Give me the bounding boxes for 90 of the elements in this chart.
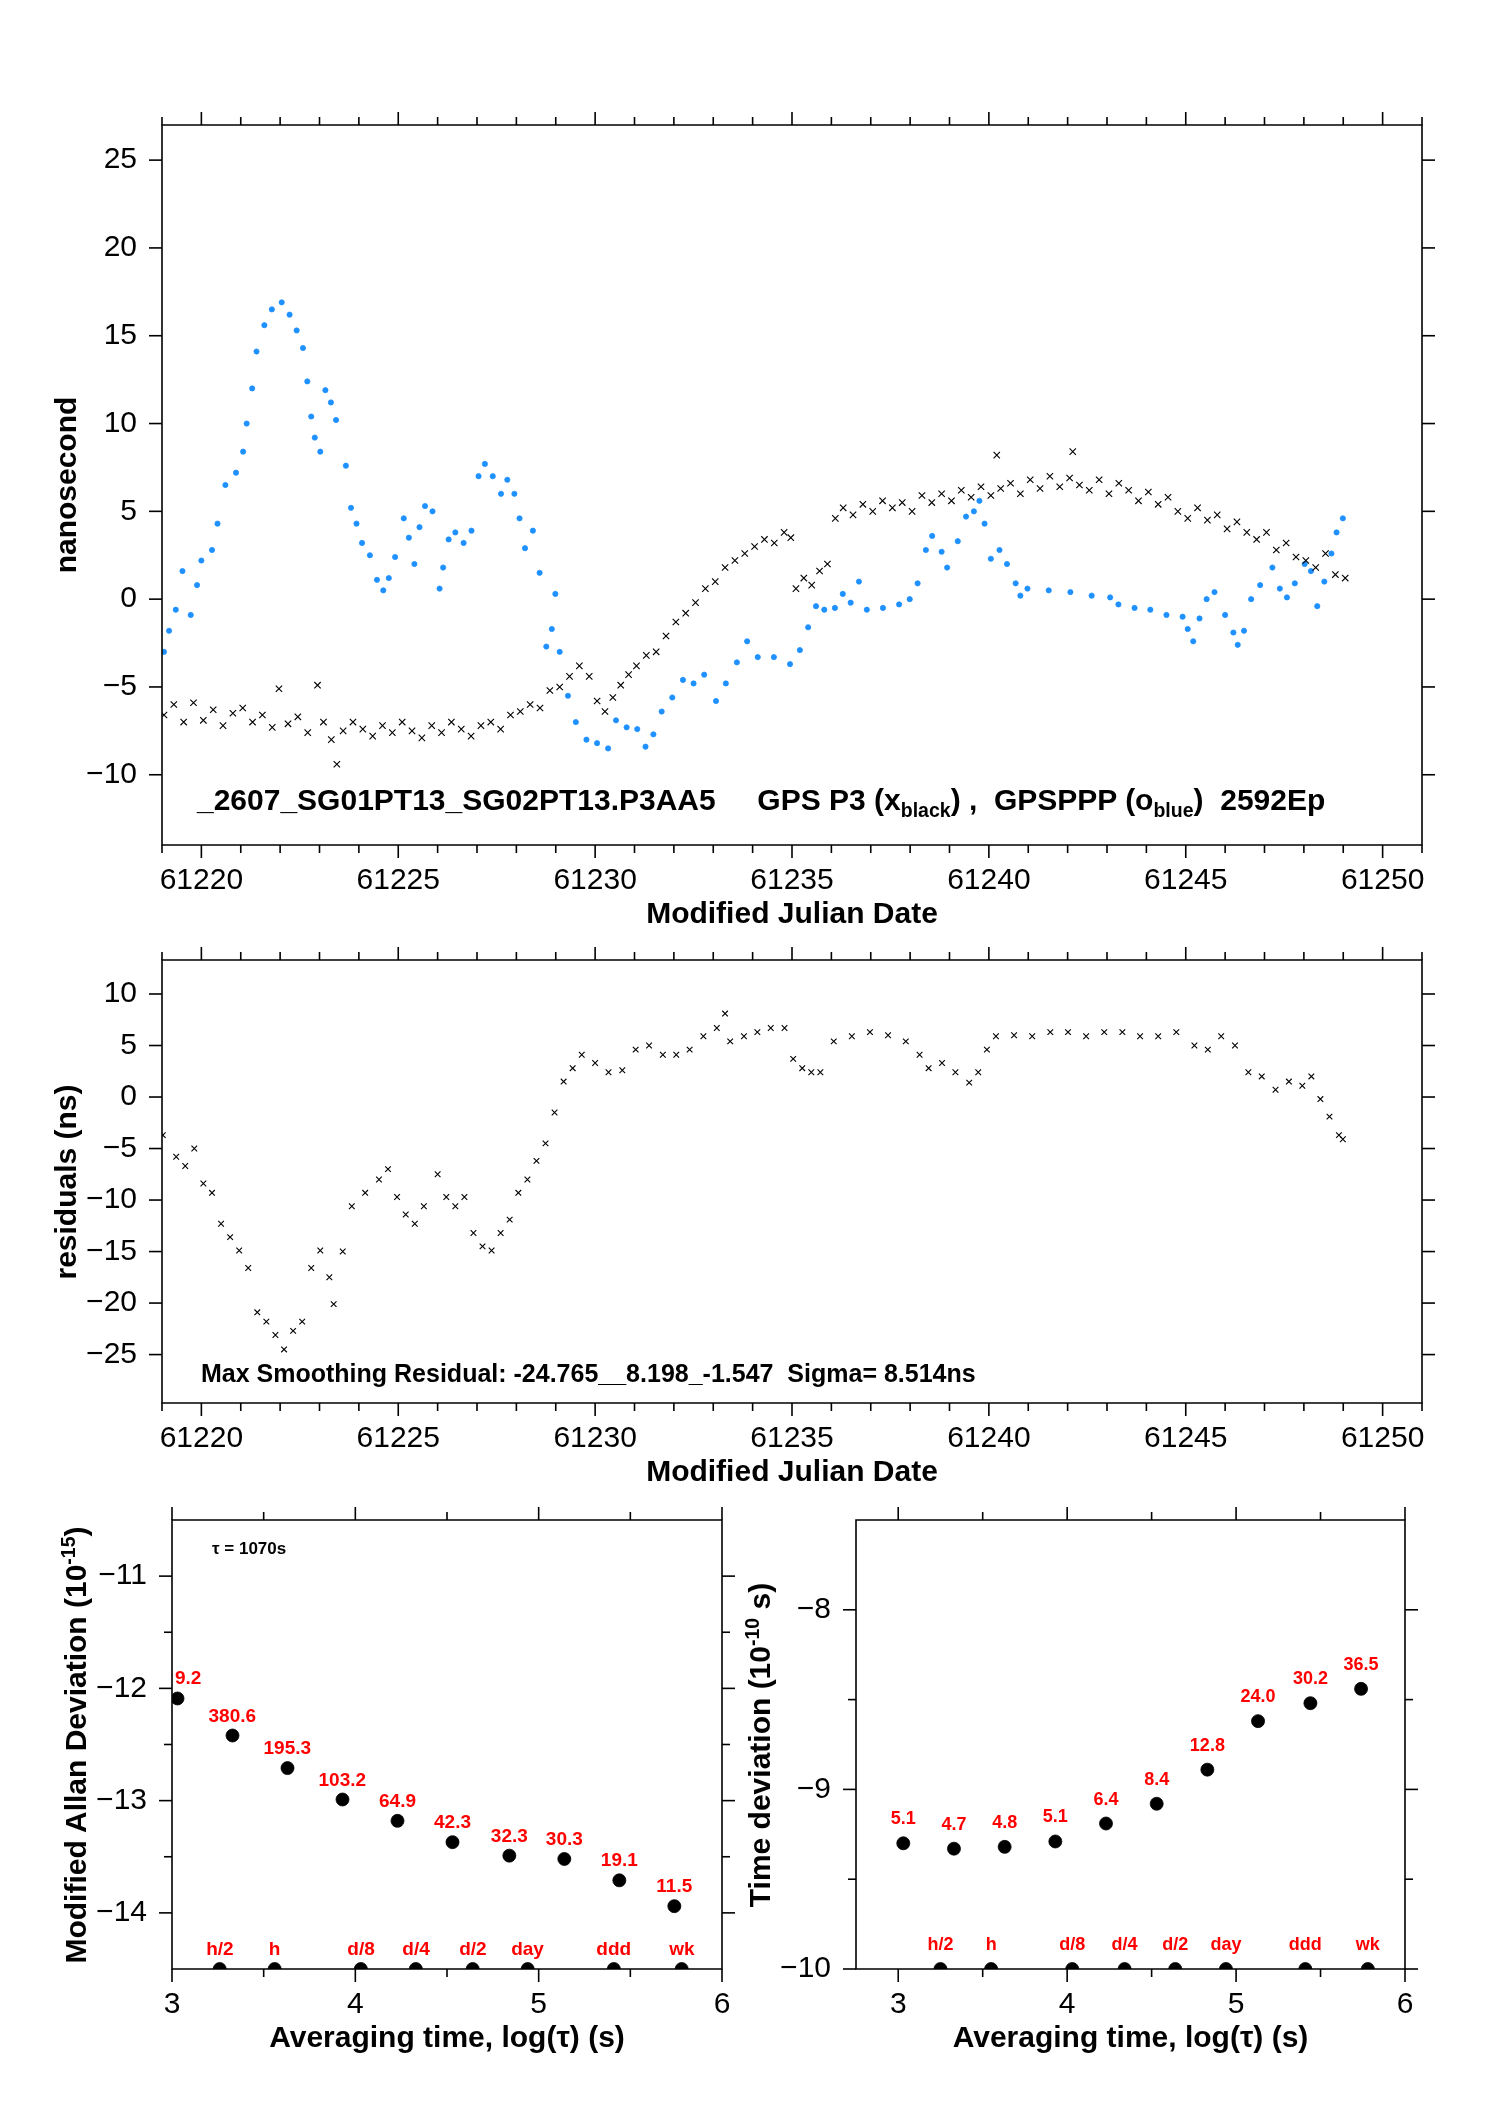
annotation: 4.7 — [941, 1813, 967, 1834]
y-tick-label: 10 — [103, 404, 137, 438]
annotation: wk — [669, 1938, 695, 1959]
x-tick-label: 6 — [1396, 1986, 1414, 2020]
x-tick-label: 61220 — [159, 862, 244, 896]
y-tick-label: −15 — [86, 1232, 137, 1266]
y-tick-label: 0 — [120, 580, 137, 614]
y-tick-label: −5 — [102, 668, 137, 702]
x-tick-label: 61240 — [947, 1420, 1031, 1454]
x-tick-label: 61230 — [553, 862, 637, 896]
x-tick-label: 61225 — [356, 1420, 440, 1454]
x-tick-label: 61245 — [1144, 862, 1228, 896]
annotation: 19.1 — [600, 1849, 638, 1871]
y-tick-label: 15 — [103, 317, 137, 350]
annotation: d/4 — [402, 1938, 430, 1959]
y-tick-label: 5 — [120, 1026, 137, 1060]
y-tick-label: 25 — [103, 141, 137, 175]
x-axis-title: Averaging time, log(τ) (s) — [269, 2019, 625, 2055]
x-tick-label: 5 — [530, 1986, 548, 2020]
x-tick-label: 4 — [1058, 1986, 1076, 2020]
y-axis-title: residuals (ns) — [48, 1083, 83, 1280]
x-tick-label: 61225 — [356, 862, 440, 896]
annotation: 380.6 — [208, 1704, 257, 1726]
annotation: Max Smoothing Residual: -24.765__8.198_-1.547 Sigma= 8.514ns — [201, 1358, 976, 1388]
y-tick-label: −12 — [96, 1669, 147, 1703]
annotation: day — [1210, 1934, 1242, 1954]
annotation: wk — [1355, 1934, 1380, 1954]
y-tick-label: 5 — [120, 492, 137, 526]
y-tick-label: 10 — [103, 975, 137, 1009]
annotation: 36.5 — [1343, 1653, 1379, 1674]
x-tick-label: 61245 — [1144, 1420, 1228, 1454]
annotation: 30.2 — [1292, 1668, 1328, 1689]
annotation: h/2 — [206, 1938, 234, 1959]
x-tick-label: 61235 — [750, 1420, 834, 1454]
x-tick-label: 61250 — [1340, 862, 1425, 896]
y-tick-label: 20 — [103, 229, 137, 263]
x-tick-label: 3 — [163, 1986, 181, 2020]
annotation: h/2 — [927, 1934, 954, 1954]
annotation: h — [985, 1934, 997, 1954]
annotation: 5.1 — [890, 1808, 916, 1829]
x-tick-label: 4 — [346, 1986, 364, 2020]
x-tick-label: 61230 — [553, 1420, 637, 1454]
annotation: 4.8 — [992, 1811, 1018, 1832]
y-axis-title: nanosecond — [48, 396, 83, 574]
y-tick-label: −14 — [96, 1894, 147, 1928]
annotation: d/8 — [347, 1938, 375, 1959]
annotation: _2607_SG01PT13_SG02PT13.P3AA5 GPS P3 (x$_{black}$) , GPSPPP (o$_{blue}$) 2592Ep — [197, 782, 1326, 821]
y-tick-label: −10 — [86, 756, 137, 790]
y-tick-label: −5 — [102, 1129, 137, 1163]
annotation: ddd — [596, 1938, 632, 1959]
annotation: 11.5 — [656, 1875, 693, 1897]
y-tick-label: 0 — [120, 1078, 137, 1112]
annotation: 30.3 — [545, 1827, 583, 1849]
annotation: τ = 1070s — [212, 1539, 287, 1559]
annotation: 195.3 — [263, 1737, 312, 1759]
x-tick-label: 61220 — [159, 1420, 244, 1454]
x-axis-title: Averaging time, log(τ) (s) — [952, 2019, 1309, 2055]
annotation: ddd — [1288, 1934, 1322, 1954]
annotation: 5.1 — [1042, 1806, 1068, 1827]
annotation: 6.4 — [1093, 1788, 1119, 1809]
y-tick-label: −25 — [86, 1335, 137, 1369]
x-tick-label: 3 — [889, 1986, 907, 2020]
annotation: 42.3 — [434, 1811, 471, 1833]
y-tick-label: −20 — [86, 1284, 137, 1318]
annotation: day — [511, 1938, 544, 1959]
annotation: 8.4 — [1144, 1768, 1170, 1789]
annotation: 12.8 — [1189, 1734, 1225, 1755]
x-tick-label: 5 — [1227, 1986, 1245, 2020]
annotation: 24.0 — [1240, 1686, 1276, 1707]
y-tick-label: −8 — [796, 1591, 831, 1625]
x-axis-title: Modified Julian Date — [646, 1453, 938, 1489]
y-tick-label: −11 — [98, 1557, 147, 1591]
annotation: 103.2 — [318, 1768, 367, 1790]
x-tick-label: 61235 — [750, 862, 834, 896]
annotation: 9.2 — [175, 1667, 202, 1689]
annotation: d/2 — [459, 1938, 487, 1959]
x-tick-label: 6 — [713, 1986, 731, 2020]
y-tick-label: −13 — [96, 1781, 147, 1815]
x-tick-label: 61250 — [1340, 1420, 1425, 1454]
annotation: d/8 — [1059, 1934, 1086, 1954]
annotation: d/4 — [1111, 1934, 1138, 1954]
annotation: d/2 — [1162, 1934, 1189, 1954]
annotation: 64.9 — [379, 1789, 416, 1811]
y-tick-label: −10 — [780, 1950, 831, 1984]
annotation: h — [268, 1938, 281, 1959]
y-tick-label: −10 — [86, 1181, 137, 1215]
y-tick-label: −9 — [796, 1770, 831, 1804]
x-axis-title: Modified Julian Date — [646, 895, 938, 931]
x-tick-label: 61240 — [947, 862, 1031, 896]
annotation: 32.3 — [490, 1824, 528, 1846]
